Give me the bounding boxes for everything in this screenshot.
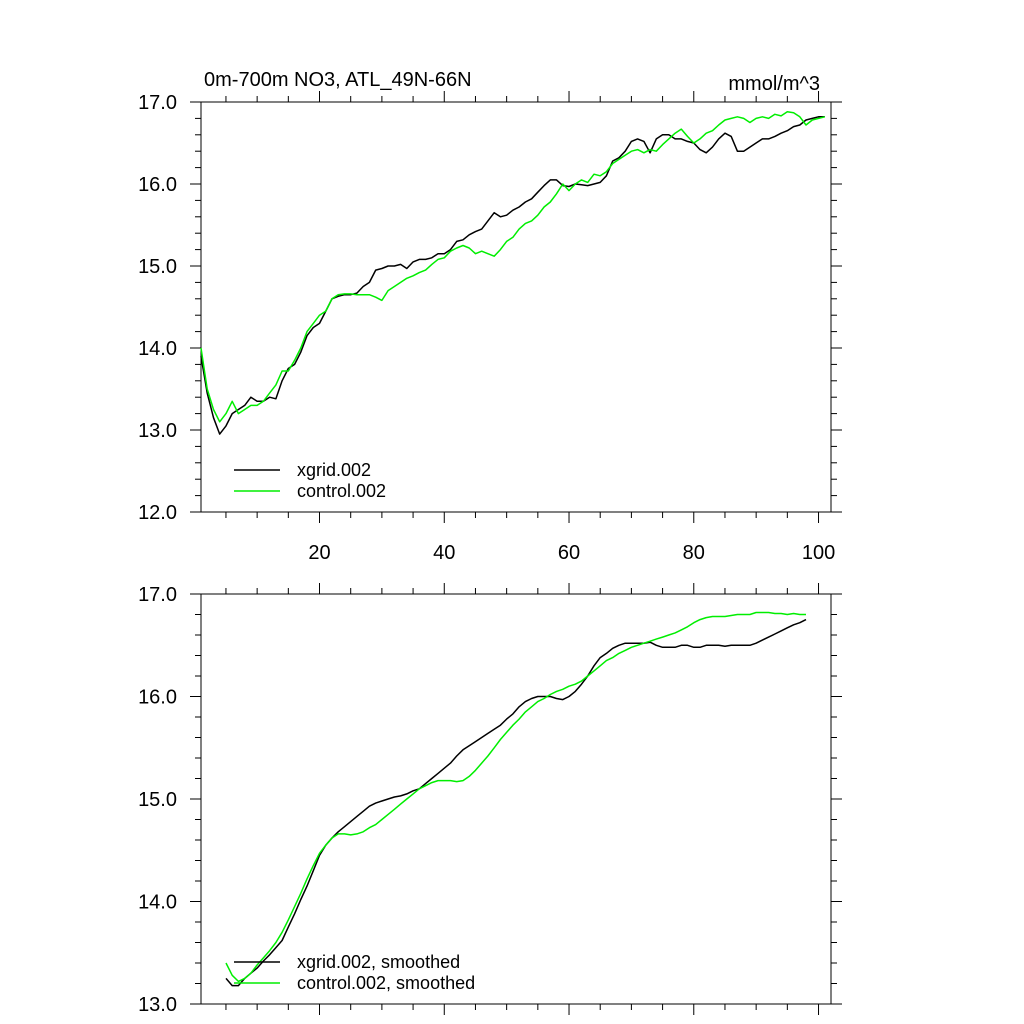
- x-tick-label: 100: [802, 542, 835, 564]
- y-tick-label: 13.0: [138, 420, 177, 442]
- y-tick-label: 15.0: [138, 789, 177, 811]
- y-tick-label: 15.0: [138, 256, 177, 278]
- legend-label: xgrid.002, smoothed: [297, 952, 460, 972]
- y-tick-label: 16.0: [138, 687, 177, 709]
- y-tick-label: 12.0: [138, 502, 177, 524]
- series-line-1: [225, 611, 806, 983]
- plot-frame: [200, 101, 832, 513]
- y-tick-label: 13.0: [138, 994, 177, 1016]
- y-tick-label: 14.0: [138, 892, 177, 914]
- series-line-0: [225, 618, 807, 987]
- y-tick-label: 17.0: [138, 584, 177, 606]
- y-tick-label: 17.0: [138, 92, 177, 114]
- x-tick-label: 60: [558, 542, 580, 564]
- bottom-panel: 13.0 14.0 15.0 16.0 17.0 xgrid.002, smoothedc…: [138, 583, 842, 1016]
- x-tick-label: 40: [433, 542, 455, 564]
- top-panel: 20 40 60 80 100 12.0 13.0 14.0 15.0 16.0 17.0 0m-70…: [138, 69, 842, 564]
- units-label: mmol/m^3: [728, 73, 820, 95]
- legend-label: control.002, smoothed: [297, 973, 475, 993]
- y-tick-label: 14.0: [138, 338, 177, 360]
- x-tick-label: 80: [683, 542, 705, 564]
- legend-label: control.002: [297, 481, 386, 501]
- series-line-1: [200, 111, 825, 423]
- plot-frame: [200, 593, 832, 1005]
- chart-title: 0m-700m NO3, ATL_49N-66N: [204, 69, 472, 91]
- legend-label: xgrid.002: [297, 460, 371, 480]
- x-tick-label: 20: [308, 542, 330, 564]
- y-tick-label: 16.0: [138, 174, 177, 196]
- series-line-0: [200, 116, 825, 435]
